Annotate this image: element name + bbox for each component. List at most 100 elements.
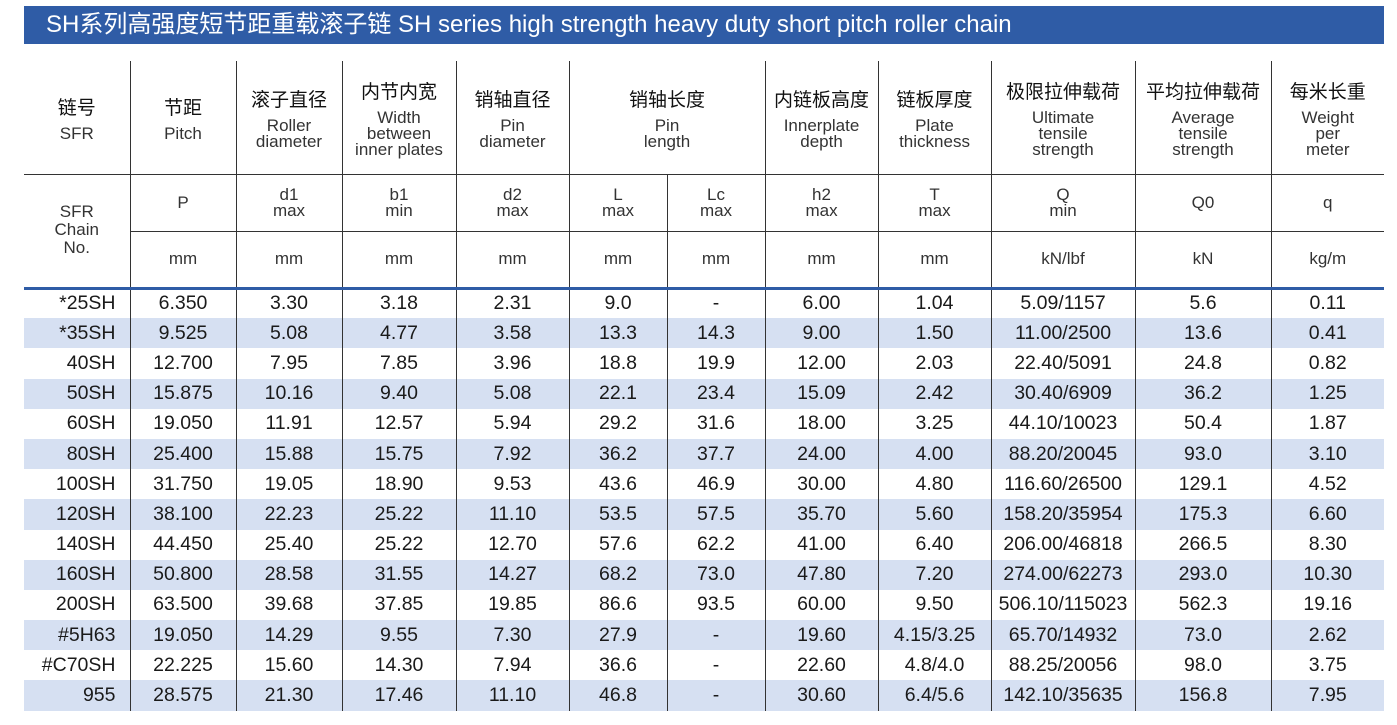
- table-cell: 46.8: [568, 680, 667, 711]
- chain-no-cell: 100SH: [55, 472, 116, 495]
- chain-no-cell: 50SH: [24, 378, 130, 409]
- table-cell: 7.94: [455, 650, 569, 681]
- chain-no-cell: #5H63: [24, 620, 130, 651]
- table-cell: 15.60: [235, 650, 342, 681]
- table-cell: 6.40: [877, 529, 992, 560]
- table-cell: 5.09/1157: [990, 288, 1136, 319]
- table-cell: 0.82: [1270, 348, 1385, 379]
- unit-pin-diameter: mm: [455, 231, 569, 290]
- table-cell: 22.225: [129, 650, 236, 681]
- symbol-plate: T max: [877, 174, 992, 232]
- table-cell: 60.00: [764, 589, 879, 621]
- table-cell: 3.18: [341, 288, 456, 319]
- table-cell: 73.0: [666, 559, 766, 590]
- table-cell: 274.00/62273: [990, 559, 1136, 590]
- table-cell: 43.6: [568, 469, 667, 500]
- chain-no-cell: *35SH: [24, 318, 130, 349]
- table-cell: 158.20/35954: [990, 499, 1136, 530]
- table-cell: 6.60: [1270, 499, 1385, 530]
- table-cell: 9.50: [877, 589, 992, 621]
- table-cell: 9.525: [129, 318, 236, 349]
- table-row: 160SH 50.800 28.58 31.55 14.27 68.2 73.0 47.80 7…: [24, 559, 1385, 590]
- table-row: #5H63 19.050 14.29 9.55 7.30 27.9-19.60 4.15/3…: [24, 620, 1385, 651]
- chain-no-cell: 955: [24, 680, 130, 711]
- chain-no-cell: #C70SH: [41, 653, 116, 676]
- table-cell: 62.2: [666, 529, 766, 560]
- table-cell: 12.70: [455, 529, 569, 560]
- table-cell: 19.9: [666, 348, 766, 379]
- table-cell: 6.4/5.6: [877, 680, 992, 711]
- table-cell: 9.40: [341, 378, 456, 409]
- table-cell: 36.2: [568, 438, 667, 470]
- table-cell: 4.80: [877, 469, 992, 500]
- table-row: 955 28.575 21.30 17.46 11.10 46.8-30.60 6.4/5.…: [24, 680, 1385, 711]
- table-cell: 25.22: [341, 499, 456, 530]
- table-cell: 25.22: [341, 529, 456, 560]
- table-cell: 50.4: [1134, 408, 1272, 439]
- table-cell: 3.30: [235, 288, 342, 319]
- table-cell: 31.6: [666, 408, 766, 439]
- table-cell: 37.85: [341, 589, 456, 621]
- table-cell: 28.575: [129, 680, 236, 711]
- table-row: #C70SH 22.225 15.60 14.30 7.94 36.6-22.60 4.8/…: [24, 650, 1385, 681]
- table-row: 80SH 25.400 15.88 15.75 7.92 36.2 37.7 24.00 4.0…: [24, 438, 1385, 470]
- table-cell: 0.11: [1270, 288, 1385, 319]
- table-cell: 30.00: [764, 469, 879, 500]
- table-cell: 57.6: [568, 529, 667, 560]
- table-cell: 31.55: [341, 559, 456, 590]
- table-cell: 19.85: [455, 589, 569, 621]
- table-cell: 12.57: [341, 408, 456, 439]
- table-cell: 2.31: [455, 288, 569, 319]
- table-cell: 18.00: [764, 408, 879, 439]
- table-cell: 5.94: [455, 408, 569, 439]
- header-roller-diameter: 滚子直径 Roller diameter: [235, 61, 342, 175]
- table-cell: 206.00/46818: [990, 529, 1136, 560]
- table-cell: 37.7: [666, 438, 766, 470]
- table-cell: 142.10/35635: [990, 680, 1136, 711]
- table-cell: 31.750: [129, 469, 236, 500]
- header-pin-length: 销轴长度 Pin length: [568, 61, 766, 175]
- table-cell: 14.29: [235, 620, 342, 651]
- table-cell: 17.46: [341, 680, 456, 711]
- table-cell: -: [666, 288, 766, 319]
- table-cell: 14.30: [341, 650, 456, 681]
- unit-width: mm: [341, 231, 456, 290]
- table-cell: 3.10: [1270, 438, 1385, 470]
- table-cell: 5.08: [455, 378, 569, 409]
- table-cell: 2.42: [877, 378, 992, 409]
- header-weight: 每米长重 Weight per meter: [1270, 61, 1385, 175]
- table-cell: 5.60: [877, 499, 992, 530]
- symbol-average: Q0: [1134, 174, 1272, 232]
- table-cell: 1.87: [1270, 408, 1385, 439]
- table-cell: 9.00: [764, 318, 879, 349]
- chain-no-cell: 200SH: [55, 593, 116, 616]
- header-inner-width: 内节内宽 Width between inner plates: [341, 61, 456, 175]
- table-cell: 12.700: [129, 348, 236, 379]
- table-cell: 3.25: [877, 408, 992, 439]
- table-cell: 1.25: [1270, 378, 1385, 409]
- chain-no-cell: 120SH: [24, 499, 130, 530]
- chain-no-cell: *25SH: [59, 292, 116, 315]
- table-cell: 50.800: [129, 559, 236, 590]
- table-cell: 93.0: [1134, 438, 1272, 470]
- table-cell: 44.10/10023: [990, 408, 1136, 439]
- table-cell: 36.6: [568, 650, 667, 681]
- table-cell: 7.95: [1270, 680, 1385, 711]
- table-cell: 19.16: [1270, 589, 1385, 621]
- unit-pin-length-lc: mm: [666, 231, 766, 290]
- table-row: 100SH 31.750 19.05 18.90 9.53 43.6 46.9 30.00 4.…: [24, 469, 1385, 500]
- table-cell: 9.53: [455, 469, 569, 500]
- table-cell: 73.0: [1134, 620, 1272, 651]
- table-row: 60SH 19.050 11.91 12.57 5.94 29.2 31.6 18.00 3.2…: [24, 408, 1385, 439]
- header-innerplate-depth: 内链板高度 Innerplate depth: [764, 61, 879, 175]
- table-cell: 1.04: [877, 288, 992, 319]
- table-cell: 266.5: [1134, 529, 1272, 560]
- table-cell: 18.8: [568, 348, 667, 379]
- table-cell: 93.5: [666, 589, 766, 621]
- table-row: 120SH 38.100 22.23 25.22 11.10 53.5 57.5 35.70 5…: [24, 499, 1385, 530]
- table-cell: 11.10: [455, 499, 569, 530]
- table-cell: 15.09: [764, 378, 879, 409]
- table-cell: 14.3: [666, 318, 766, 349]
- table-cell: 22.23: [235, 499, 342, 530]
- table-cell: 11.91: [235, 408, 342, 439]
